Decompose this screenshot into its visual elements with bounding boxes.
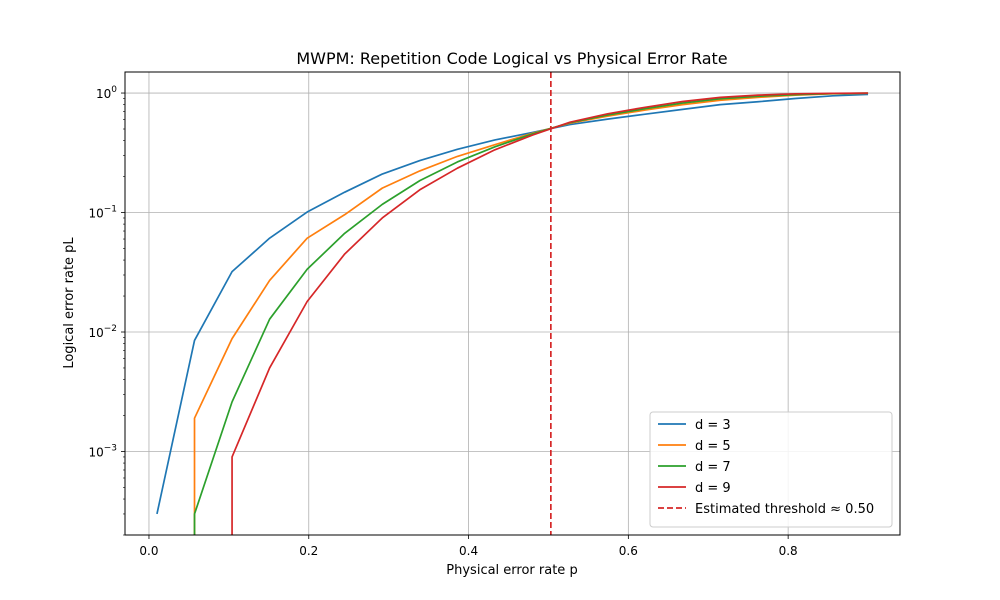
y-tick-label: 100 (96, 85, 117, 101)
x-tick-label: 0.2 (299, 544, 318, 558)
x-tick-label: 0.8 (779, 544, 798, 558)
legend-box (649, 411, 893, 528)
x-tick-label: 0.6 (619, 544, 638, 558)
chart-title: MWPM: Repetition Code Logical vs Physica… (296, 49, 727, 68)
legend-label: d = 3 (695, 418, 731, 433)
ticks: 0.0 0.2 0.4 0.6 0.8 10−3 10−2 10−1 100 (88, 85, 797, 558)
plot-frame (124, 71, 901, 536)
x-axis-label: Physical error rate p (446, 563, 577, 578)
y-tick-label: 10−3 (88, 443, 117, 459)
legend-label: d = 9 (695, 481, 731, 496)
y-axis-label: Logical error rate pL (62, 237, 77, 369)
legend: d = 3 d = 5 d = 7 d = 9 Estimated threshold … (649, 411, 893, 528)
series-line-d5 (193, 92, 869, 535)
x-tick-label: 0.4 (459, 544, 478, 558)
series-line-d9 (231, 92, 869, 535)
legend-label: d = 5 (695, 439, 731, 454)
series-layer (156, 72, 869, 535)
series-line-d3 (156, 93, 869, 515)
y-tick-label: 10−1 (88, 205, 117, 221)
series-line-d7 (193, 92, 869, 535)
x-tick-label: 0.0 (139, 544, 158, 558)
legend-label: Estimated threshold ≈ 0.50 (695, 502, 874, 517)
legend-label: d = 7 (695, 460, 731, 475)
y-tick-label: 10−2 (88, 324, 117, 340)
